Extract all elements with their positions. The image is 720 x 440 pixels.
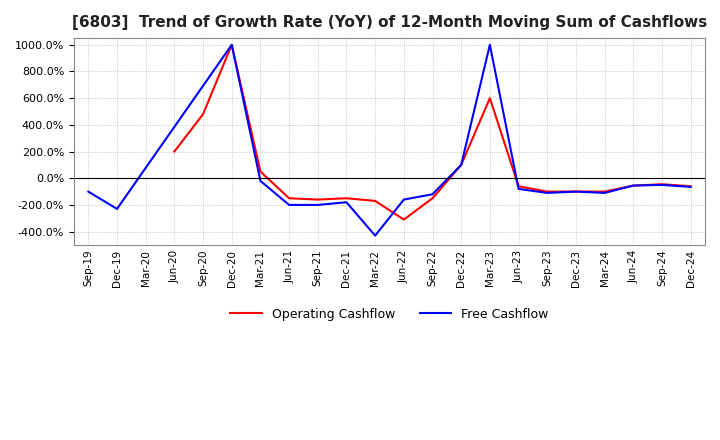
Free Cashflow (285, 202, 294, 208)
Operating Cashflow (313, 197, 322, 202)
Operating Cashflow (342, 196, 351, 201)
Operating Cashflow (600, 189, 609, 194)
Free Cashflow (84, 189, 93, 194)
Free Cashflow (600, 190, 609, 195)
Free Cashflow (313, 202, 322, 208)
Operating Cashflow (285, 196, 294, 201)
Operating Cashflow (199, 111, 207, 117)
Legend: Operating Cashflow, Free Cashflow: Operating Cashflow, Free Cashflow (225, 303, 554, 326)
Line: Free Cashflow: Free Cashflow (89, 45, 690, 235)
Free Cashflow (629, 183, 638, 188)
Free Cashflow (543, 190, 552, 195)
Operating Cashflow (485, 95, 494, 101)
Title: [6803]  Trend of Growth Rate (YoY) of 12-Month Moving Sum of Cashflows: [6803] Trend of Growth Rate (YoY) of 12-… (72, 15, 707, 30)
Line: Operating Cashflow: Operating Cashflow (174, 45, 690, 220)
Free Cashflow (686, 184, 695, 190)
Free Cashflow (485, 42, 494, 48)
Free Cashflow (400, 197, 408, 202)
Operating Cashflow (371, 198, 379, 204)
Operating Cashflow (400, 217, 408, 222)
Free Cashflow (256, 178, 265, 183)
Operating Cashflow (170, 149, 179, 154)
Operating Cashflow (657, 182, 666, 187)
Operating Cashflow (686, 183, 695, 189)
Operating Cashflow (428, 196, 437, 201)
Free Cashflow (457, 162, 466, 168)
Free Cashflow (428, 191, 437, 197)
Operating Cashflow (514, 183, 523, 189)
Operating Cashflow (457, 162, 466, 168)
Free Cashflow (342, 200, 351, 205)
Operating Cashflow (228, 42, 236, 48)
Operating Cashflow (629, 183, 638, 188)
Operating Cashflow (256, 169, 265, 174)
Free Cashflow (112, 206, 121, 212)
Operating Cashflow (543, 189, 552, 194)
Free Cashflow (514, 186, 523, 191)
Free Cashflow (657, 182, 666, 187)
Free Cashflow (371, 233, 379, 238)
Free Cashflow (228, 42, 236, 48)
Operating Cashflow (572, 189, 580, 194)
Free Cashflow (572, 189, 580, 194)
